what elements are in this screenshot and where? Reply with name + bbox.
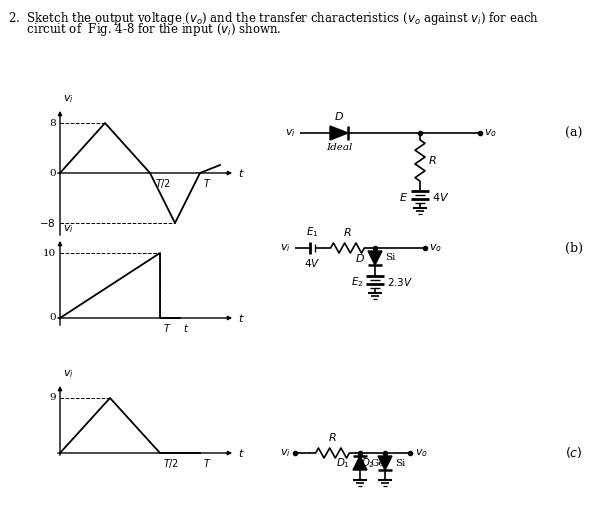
Text: (a): (a) [565, 127, 582, 140]
Text: $v_i$: $v_i$ [63, 368, 74, 380]
Text: Ideal: Ideal [326, 143, 352, 152]
Text: $R$: $R$ [343, 226, 352, 238]
Text: $t$: $t$ [238, 312, 245, 324]
Text: $T$: $T$ [163, 322, 171, 334]
Text: $R$: $R$ [328, 431, 337, 443]
Text: $E_2$: $E_2$ [351, 275, 363, 289]
Text: 0: 0 [49, 168, 56, 177]
Text: $D_2$: $D_2$ [361, 456, 375, 470]
Text: $D$: $D$ [334, 110, 344, 122]
Text: Si: Si [395, 459, 405, 467]
Polygon shape [353, 456, 367, 470]
Text: $T$: $T$ [203, 457, 212, 469]
Text: $v_o$: $v_o$ [429, 242, 442, 254]
Text: $D_1$: $D_1$ [336, 456, 350, 470]
Text: $T/2$: $T/2$ [163, 457, 179, 470]
Text: $2.3V$: $2.3V$ [387, 276, 413, 288]
Text: $v_i$: $v_i$ [281, 242, 291, 254]
Text: $t$: $t$ [183, 322, 189, 334]
Text: $E_1$: $E_1$ [306, 225, 318, 239]
Text: 2.  Sketch the output voltage ($v_o$) and the transfer characteristics ($v_o$ ag: 2. Sketch the output voltage ($v_o$) and… [8, 10, 539, 27]
Text: $4V$: $4V$ [304, 257, 320, 269]
Text: $v_i$: $v_i$ [286, 127, 296, 139]
Text: $v_i$: $v_i$ [63, 93, 74, 105]
Text: $(c)$: $(c)$ [565, 445, 583, 461]
Text: $E$: $E$ [399, 191, 408, 203]
Text: $v_i$: $v_i$ [281, 447, 291, 459]
Text: $v_o$: $v_o$ [415, 447, 428, 459]
Text: $T/2$: $T/2$ [155, 177, 171, 190]
Polygon shape [330, 126, 348, 140]
Text: $v_o$: $v_o$ [484, 127, 497, 139]
Text: Ge: Ge [370, 459, 384, 467]
Polygon shape [368, 251, 382, 265]
Text: Si: Si [385, 253, 395, 263]
Text: 8: 8 [49, 119, 56, 128]
Text: $D$: $D$ [355, 252, 365, 264]
Text: 10: 10 [43, 248, 56, 258]
Text: circuit of  Fig. 4-8 for the input ($v_i$) shown.: circuit of Fig. 4-8 for the input ($v_i$… [8, 21, 281, 38]
Text: $T$: $T$ [203, 177, 212, 189]
Text: $4V$: $4V$ [432, 191, 449, 203]
Text: $-8$: $-8$ [39, 217, 56, 229]
Text: $v_i$: $v_i$ [63, 223, 74, 235]
Text: 9: 9 [49, 393, 56, 403]
Text: 0: 0 [49, 313, 56, 323]
Polygon shape [378, 456, 392, 470]
Text: $t$: $t$ [238, 167, 245, 179]
Text: $t$: $t$ [238, 447, 245, 459]
Text: (b): (b) [565, 242, 583, 254]
Text: $R$: $R$ [428, 154, 437, 167]
